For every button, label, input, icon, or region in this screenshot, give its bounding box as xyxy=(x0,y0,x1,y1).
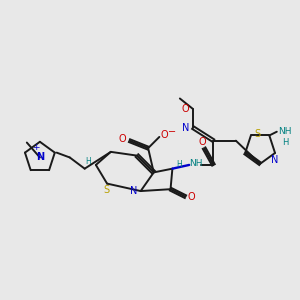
Text: H: H xyxy=(85,157,91,166)
Text: O: O xyxy=(160,130,168,140)
Text: O: O xyxy=(198,137,206,147)
Text: O: O xyxy=(119,134,127,144)
Text: N: N xyxy=(271,155,279,165)
Text: O: O xyxy=(182,104,189,114)
Text: H: H xyxy=(176,160,182,169)
Text: O: O xyxy=(187,192,195,202)
Text: H: H xyxy=(282,138,288,147)
Text: +: + xyxy=(32,142,39,152)
Text: NH: NH xyxy=(278,127,292,136)
Text: N: N xyxy=(182,123,189,133)
Text: N: N xyxy=(36,152,44,163)
Text: −: − xyxy=(168,127,176,137)
Text: NH: NH xyxy=(189,159,203,168)
Text: N: N xyxy=(130,186,137,196)
Text: S: S xyxy=(255,129,261,139)
Text: S: S xyxy=(103,185,110,195)
